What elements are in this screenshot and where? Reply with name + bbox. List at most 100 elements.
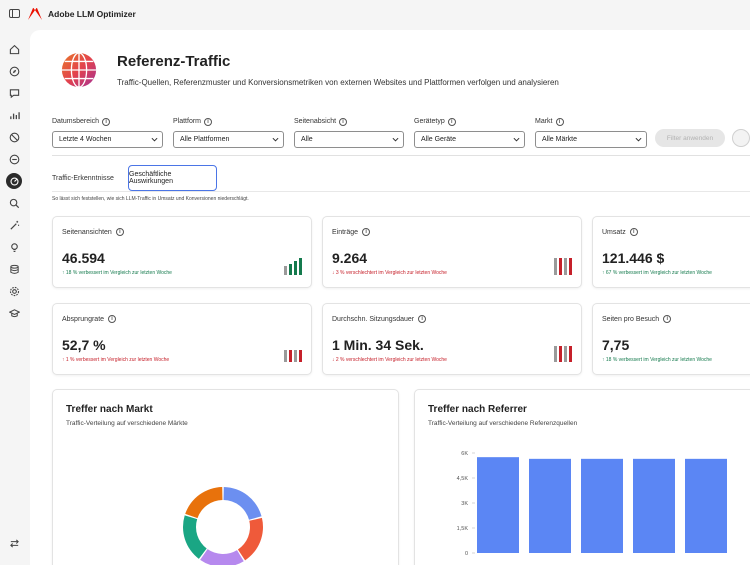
sparkline-bar — [294, 350, 297, 362]
info-icon[interactable]: i — [339, 117, 348, 126]
metric-label: Absprungrate i — [62, 315, 117, 323]
bar-chart-icon[interactable] — [6, 107, 22, 123]
page-subtitle: Traffic-Quellen, Referenzmuster und Konv… — [117, 78, 559, 87]
info-icon[interactable]: i — [115, 228, 124, 236]
filter-label: Datumsbereich — [52, 118, 100, 125]
sparkline — [554, 258, 572, 275]
filter-label: Plattform — [173, 118, 202, 125]
metric-label-text: Seitenansichten — [62, 228, 112, 236]
target-icon[interactable] — [6, 151, 22, 167]
chevron-down-icon — [513, 137, 520, 142]
select-value: Alle — [301, 136, 313, 143]
metric-card: Umsatz i 121.446 $ ↑ 67 % verbessert im Ver… — [592, 216, 750, 288]
info-icon[interactable]: i — [204, 117, 213, 126]
graduation-cap-icon[interactable] — [6, 305, 22, 321]
metric-value: 9.264 — [332, 250, 368, 266]
info-icon[interactable]: i — [663, 315, 672, 323]
gear-icon[interactable] — [6, 283, 22, 299]
metric-value: 46.594 — [62, 250, 105, 266]
metric-label: Umsatz i — [602, 228, 638, 236]
platform-select[interactable]: Alle Plattformen — [173, 131, 284, 148]
metric-card: Durchschn. Sitzungsdauer i 1 Min. 34 Sek. ↓… — [322, 303, 582, 375]
sparkline-bar — [569, 258, 572, 275]
referrer-bar[interactable] — [477, 457, 519, 553]
metric-card: Absprungrate i 52,7 % ↑ 1 % verbessert im V… — [52, 303, 312, 375]
device-type-select[interactable]: Alle Geräte — [414, 131, 525, 148]
chevron-down-icon — [392, 137, 399, 142]
metric-label: Seiten pro Besuch i — [602, 315, 672, 323]
donut-slice[interactable] — [200, 549, 244, 565]
metric-label: Durchschn. Sitzungsdauer i — [332, 315, 427, 323]
sparkline-bar — [559, 258, 562, 275]
apply-filters-button[interactable]: Filter anwenden — [655, 129, 725, 147]
home-icon[interactable] — [6, 41, 22, 57]
referrer-bar[interactable] — [529, 458, 571, 553]
chart-subtitle: Traffic-Verteilung auf verschiedene Refe… — [428, 420, 578, 427]
market-select[interactable]: Alle Märkte — [535, 131, 647, 148]
page-title: Referenz-Traffic — [117, 53, 231, 70]
y-tick-label: 0 — [465, 551, 468, 557]
y-tick-label: 1,5K — [457, 526, 469, 532]
referrer-bar[interactable] — [581, 458, 623, 553]
sparkline-bar — [289, 350, 292, 362]
market-donut-chart — [183, 487, 263, 565]
info-icon[interactable]: i — [418, 315, 427, 323]
sparkline-bar — [299, 258, 302, 275]
page-intent-select[interactable]: Alle — [294, 131, 404, 148]
database-icon[interactable] — [6, 261, 22, 277]
metric-value: 7,75 — [602, 337, 630, 353]
tab-business-impact[interactable]: Geschäftliche Auswirkungen — [128, 165, 217, 191]
search-icon[interactable] — [6, 195, 22, 211]
divider — [52, 155, 750, 156]
compass-icon[interactable] — [6, 63, 22, 79]
adobe-logo-icon — [28, 8, 42, 20]
magic-wand-icon[interactable] — [6, 217, 22, 233]
sparkline-bar — [289, 264, 292, 275]
metric-card: Seiten pro Besuch i 7,75 ↑ 18 % verbessert … — [592, 303, 750, 375]
sparkline-bar — [564, 346, 567, 362]
y-tick-label: 6K — [461, 451, 468, 457]
referrer-bar[interactable] — [685, 458, 727, 553]
chat-icon[interactable] — [6, 85, 22, 101]
info-icon[interactable]: i — [108, 315, 117, 323]
filter-page-intent: Seitenabsicht i Alle — [294, 117, 404, 148]
top-bar: Adobe LLM Optimizer — [0, 0, 750, 30]
referral-traffic-icon[interactable] — [6, 173, 22, 189]
referrer-chart-card: Treffer nach Referrer Traffic-Verteilung… — [414, 389, 750, 565]
metric-delta: ↓ 2 % verschlechtert im Vergleich zur le… — [332, 357, 447, 363]
lightbulb-icon[interactable] — [6, 239, 22, 255]
tabs-divider — [52, 191, 750, 192]
chart-subtitle: Traffic-Verteilung auf verschiedene Märk… — [66, 420, 188, 427]
nav-rail — [0, 30, 28, 565]
ban-icon[interactable] — [6, 129, 22, 145]
info-icon[interactable]: i — [102, 117, 111, 126]
referrer-bar[interactable] — [633, 458, 675, 553]
reset-filters-button[interactable] — [732, 129, 750, 147]
swap-arrows-icon[interactable] — [6, 535, 22, 551]
date-range-select[interactable]: Letzte 4 Wochen — [52, 131, 163, 148]
donut-slice[interactable] — [237, 517, 263, 561]
donut-slice[interactable] — [223, 487, 262, 520]
select-value: Alle Geräte — [421, 136, 457, 143]
info-icon[interactable]: i — [629, 228, 638, 236]
donut-slice[interactable] — [185, 487, 223, 519]
y-tick-label: 3K — [461, 501, 468, 507]
info-icon[interactable]: i — [362, 228, 371, 236]
metric-delta: ↑ 1 % verbessert im Vergleich zur letzte… — [62, 357, 170, 363]
select-value: Alle Plattformen — [180, 136, 230, 143]
sparkline — [284, 258, 302, 275]
donut-slice[interactable] — [183, 515, 207, 559]
metric-delta: ↑ 18 % verbessert im Vergleich zur letzt… — [62, 270, 172, 276]
tab-traffic-insights[interactable]: Traffic-Erkenntnisse — [52, 174, 114, 182]
metric-label-text: Umsatz — [602, 228, 626, 236]
metric-card: Seitenansichten i 46.594 ↑ 18 % verbessert … — [52, 216, 312, 288]
app-title: Adobe LLM Optimizer — [48, 9, 136, 19]
sparkline-bar — [564, 258, 567, 275]
info-icon[interactable]: i — [447, 117, 456, 126]
info-icon[interactable]: i — [555, 117, 564, 126]
filter-label: Gerätetyp — [414, 118, 445, 125]
sparkline-bar — [284, 350, 287, 362]
sidebar-toggle-icon[interactable] — [9, 9, 20, 18]
tab-description: So lässt sich feststellen, wie sich LLM-… — [52, 196, 249, 202]
chevron-down-icon — [272, 137, 279, 142]
